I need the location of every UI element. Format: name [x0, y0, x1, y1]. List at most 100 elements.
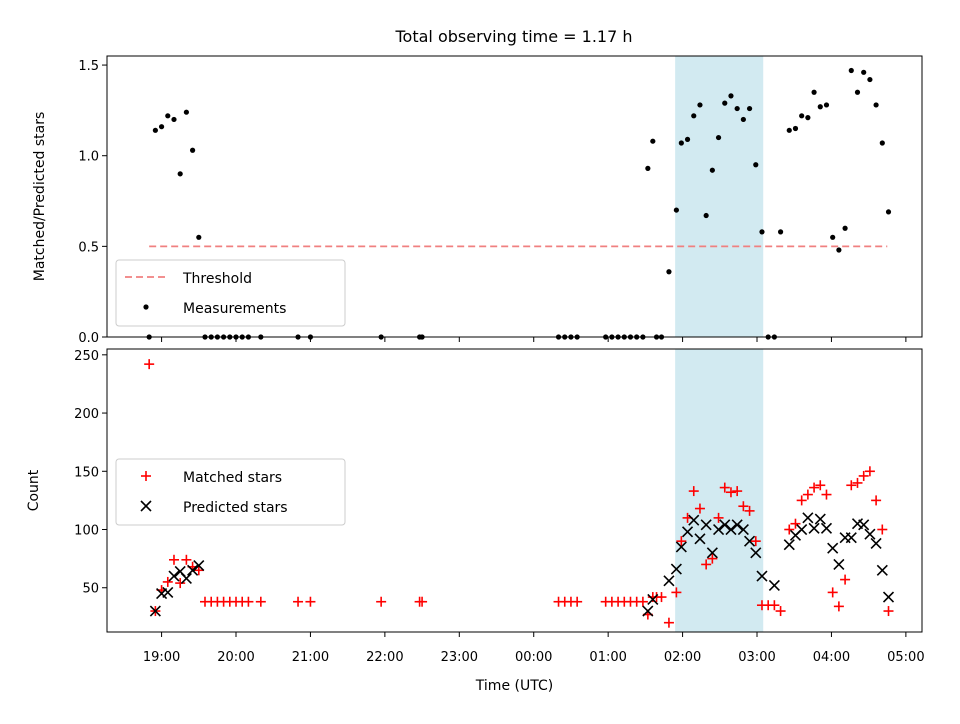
predicted-star-point — [193, 560, 205, 572]
legend-measurements-label: Measurements — [183, 301, 286, 317]
matched-star-point — [694, 503, 705, 514]
matched-star-point — [864, 466, 875, 477]
predicted-star-point — [731, 519, 743, 531]
matched-star-point — [827, 587, 838, 598]
bottom-y-axis-label: Count — [26, 469, 42, 511]
matched-star-point — [738, 501, 749, 512]
bottom-legend-box — [115, 458, 346, 526]
y-tick-label: 200 — [74, 407, 99, 422]
observing-span-top — [675, 56, 764, 337]
matched-star-point — [688, 486, 699, 497]
x-tick-label: 01:00 — [589, 650, 626, 665]
measurement-point — [740, 116, 746, 123]
matched-star-point — [305, 596, 316, 607]
matched-star-point — [719, 482, 730, 493]
matched-star-point — [725, 487, 736, 498]
matched-star-point — [656, 592, 667, 603]
predicted-star-point — [706, 547, 718, 559]
matched-star-point — [701, 559, 712, 570]
predicted-star-point — [187, 564, 199, 576]
measurement-point — [811, 89, 817, 95]
legend-matched-label: Matched stars — [183, 470, 282, 486]
measurement-point — [861, 69, 867, 75]
matched-star-point — [175, 578, 186, 589]
y-tick-label: 250 — [74, 349, 99, 364]
measurement-point — [728, 93, 734, 99]
predicted-star-point — [149, 605, 161, 617]
matched-star-point — [732, 486, 743, 497]
predicted-star-point — [808, 522, 820, 534]
top-panel: 0.0 0.5 1.0 1.5 Matched/Predicted stars Thr… — [32, 55, 923, 346]
measurement-point — [830, 234, 836, 240]
x-tick-label: 20:00 — [217, 650, 254, 665]
bottom-axes-frame — [106, 348, 923, 633]
matched-star-point — [572, 596, 583, 607]
measurement-point — [823, 102, 830, 108]
predicted-star-point — [744, 535, 756, 547]
matched-star-point — [840, 574, 851, 585]
predicted-star-point — [750, 547, 762, 559]
predicted-star-point — [827, 542, 839, 554]
top-y-axis-label: Matched/Predicted stars — [32, 112, 48, 282]
predicted-star-point — [796, 523, 808, 536]
top-legend-box — [115, 259, 346, 327]
measurement-point — [799, 113, 805, 119]
predicted-star-point — [670, 563, 682, 575]
measurement-point — [786, 127, 792, 133]
measurement-point — [817, 104, 823, 110]
measurement-point — [684, 136, 691, 142]
predicted-star-point — [725, 523, 737, 536]
matched-star-point — [255, 596, 266, 607]
measurement-point — [777, 229, 784, 235]
observing-span-bottom — [675, 349, 764, 632]
y-tick-label: 0.0 — [78, 331, 99, 346]
matched-star-point — [796, 495, 807, 506]
matched-star-point — [769, 600, 780, 611]
predicted-star-point — [876, 564, 888, 576]
measurement-point — [885, 209, 892, 215]
matched-star-point — [821, 489, 832, 500]
matched-star-point — [376, 596, 387, 607]
measurement-point — [678, 140, 684, 146]
y-tick-label: 50 — [82, 582, 99, 597]
predicted-star-point — [783, 539, 795, 551]
measurement-point — [867, 76, 873, 83]
matched-star-point — [671, 587, 682, 598]
x-axis-label: Time (UTC) — [475, 678, 553, 694]
measurement-point — [792, 125, 799, 132]
predicted-star-point — [833, 558, 845, 571]
predicted-star-point — [820, 522, 833, 534]
predicted-star-point — [802, 512, 814, 524]
predicted-star-point — [162, 586, 174, 598]
matched-star-point — [663, 617, 674, 628]
matched-star-point — [858, 470, 869, 481]
measurement-point — [691, 113, 697, 119]
legend-measurements-swatch — [143, 304, 149, 310]
measurement-point — [715, 134, 722, 141]
measurement-point — [753, 162, 759, 168]
measurement-point — [158, 124, 165, 130]
legend-threshold-label: Threshold — [182, 271, 252, 287]
x-tick-label: 21:00 — [292, 650, 329, 665]
matched-star-point — [744, 505, 755, 516]
measurement-point — [734, 105, 740, 112]
x-tick-label: 02:00 — [664, 650, 701, 665]
matched-star-point — [809, 482, 820, 493]
predicted-star-point — [675, 541, 687, 553]
measurement-point — [873, 102, 879, 108]
matched-star-point — [417, 596, 428, 607]
predicted-star-point — [768, 579, 780, 591]
matched-star-point — [293, 596, 304, 607]
predicted-star-point — [845, 532, 857, 544]
predicted-star-point — [882, 591, 895, 603]
matched-star-point — [637, 596, 648, 607]
predicted-star-point — [694, 533, 706, 545]
legend-x-marker — [140, 500, 152, 512]
measurement-point — [650, 138, 656, 144]
matched-star-point — [833, 601, 844, 612]
legend-matched-swatch — [141, 471, 151, 481]
measurement-point — [177, 171, 183, 177]
predicted-star-point — [712, 523, 725, 536]
predicted-star-point — [168, 570, 180, 582]
